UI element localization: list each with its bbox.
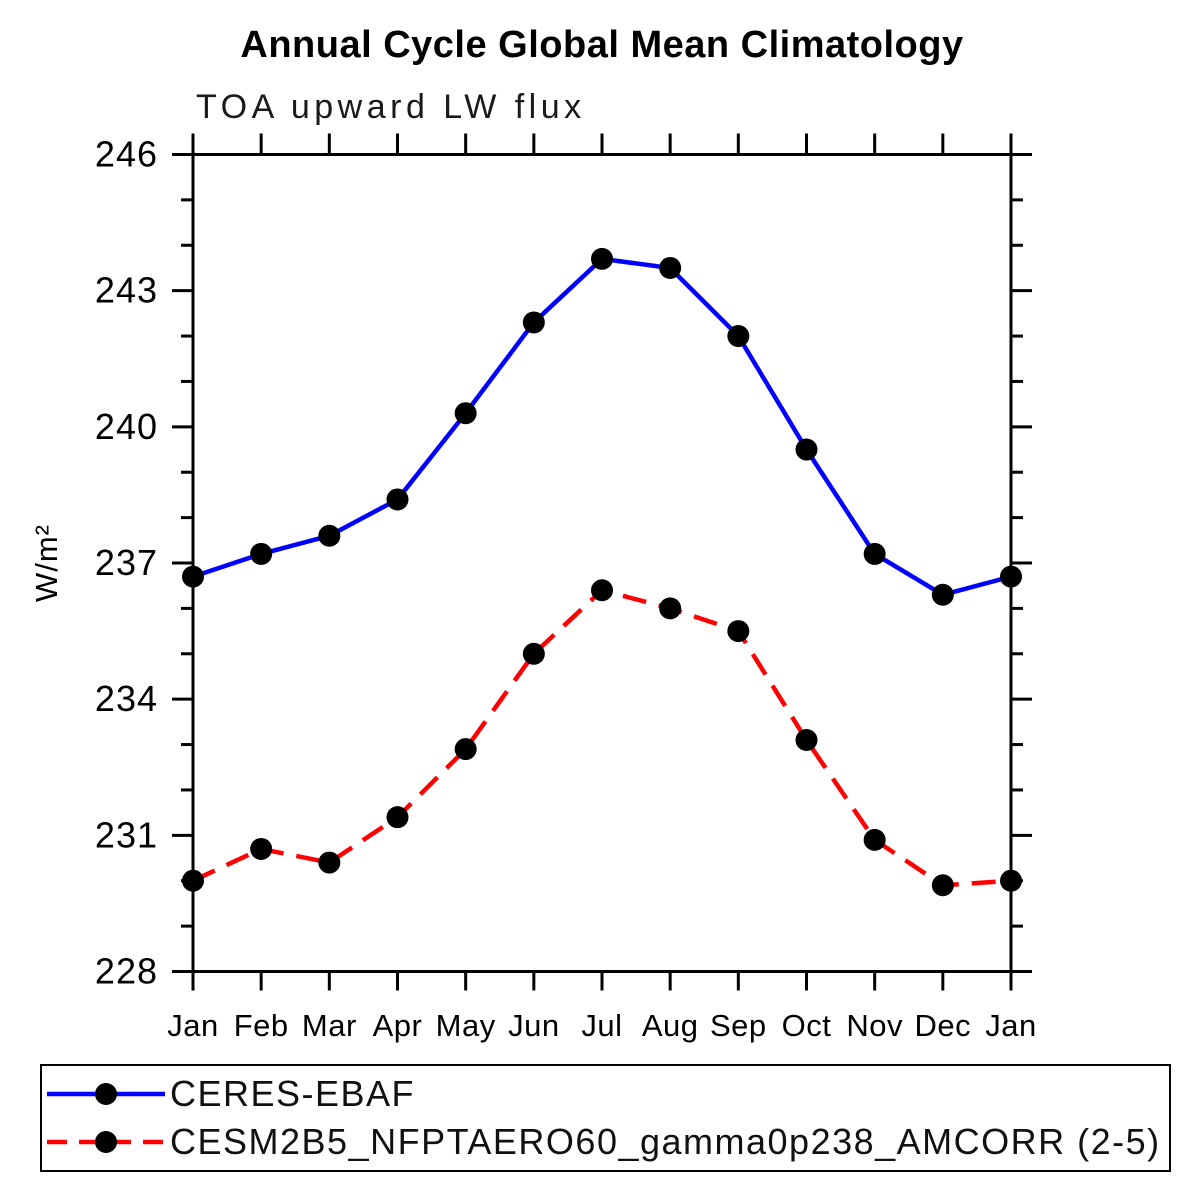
x-tick-label: May [436,1008,496,1043]
data-point-marker [1000,565,1022,588]
x-tick-label: Jan [985,1008,1036,1043]
legend-line-sample-icon [47,1131,165,1153]
legend-line-sample-icon [47,1083,165,1105]
y-tick-label: 228 [95,951,158,992]
legend-label-cesm2b5: CESM2B5_NFPTAERO60_gamma0p238_AMCORR (2-… [170,1121,1161,1162]
x-tick-label: Aug [642,1008,699,1043]
data-point-marker [863,542,886,565]
y-tick-label: 237 [95,542,158,583]
data-point-marker [386,488,409,511]
chart-title: Annual Cycle Global Mean Climatology [240,24,964,66]
chart-subtitle: TOA upward LW flux [196,88,586,126]
y-tick-label: 246 [95,134,158,175]
y-tick-label: 231 [95,814,158,855]
data-point-marker [591,247,613,270]
data-point-marker [795,729,818,752]
data-point-marker [931,583,954,606]
x-tick-label: Apr [373,1008,423,1043]
data-point-marker [591,579,613,602]
x-tick-label: Feb [234,1008,289,1043]
data-point-marker [454,738,477,761]
data-point-marker [318,524,341,547]
series-line-0 [192,256,1012,598]
legend-marker-icon [95,1131,117,1153]
data-point-marker [250,542,273,565]
data-point-marker [795,438,818,461]
data-point-marker [863,828,886,851]
data-point-marker [454,402,477,425]
legend-marker-icon [95,1083,117,1105]
legend: CERES-EBAF CESM2B5_NFPTAERO60_gamma0p238… [40,1064,1171,1172]
y-tick-label: 234 [95,678,158,719]
legend-row-cesm2b5: CESM2B5_NFPTAERO60_gamma0p238_AMCORR (2-… [42,1120,1169,1164]
legend-label-ceres: CERES-EBAF [170,1073,416,1114]
data-point-marker [182,565,204,588]
data-point-marker [182,869,204,892]
x-tick-label: Dec [915,1008,972,1043]
legend-row-ceres: CERES-EBAF [42,1072,1169,1116]
data-point-marker [1000,869,1022,892]
y-tick-label: 240 [95,406,158,447]
x-tick-label: Sep [710,1008,767,1043]
data-point-marker [727,325,750,348]
data-point-marker [522,642,545,665]
data-point-marker [659,597,682,620]
x-tick-label: Oct [782,1008,832,1043]
x-tick-label: Jul [581,1008,622,1043]
data-point-marker [318,851,341,874]
x-tick-label: Mar [302,1008,357,1043]
data-point-marker [931,874,954,897]
series-line-1 [192,587,1012,888]
data-point-marker [727,620,750,643]
x-tick-label: Jan [167,1008,218,1043]
y-tick-label: 243 [95,270,158,311]
x-tick-label: Nov [846,1008,903,1043]
data-point-marker [386,806,409,829]
data-point-marker [250,837,273,860]
x-tick-label: Jun [508,1008,559,1043]
data-point-marker [522,311,545,334]
y-axis-title: W/m² [29,524,64,602]
data-point-marker [659,256,682,279]
